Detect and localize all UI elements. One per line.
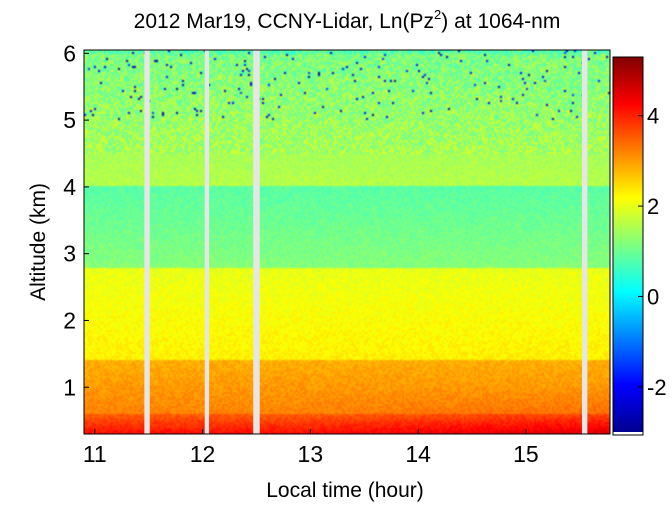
y-tick-label: 4	[63, 174, 76, 200]
colorbar-tick-label: -2	[647, 375, 667, 400]
y-axis-label: Altitude (km)	[27, 183, 50, 301]
plot-frame	[83, 49, 611, 435]
chart-title-prefix: 2012 Mar19, CCNY-Lidar, Ln(Pz	[134, 10, 434, 33]
colorbar: -2 0 2 4	[612, 56, 667, 436]
y-axis-ticks: 1 2 3 4 5 6	[63, 40, 89, 400]
data-gap	[581, 50, 588, 434]
y-tick-label: 5	[63, 107, 76, 133]
chart-title: 2012 Mar19, CCNY-Lidar, Ln(Pz2) at 1064-…	[134, 7, 561, 33]
data-gap	[253, 50, 260, 434]
chart-title-suffix: ) at 1064-nm	[441, 10, 560, 33]
chart-title-superscript: 2	[434, 7, 441, 22]
y-tick-label: 3	[63, 241, 76, 267]
colorbar-tick-label: 0	[647, 284, 659, 309]
x-tick-label: 11	[83, 441, 107, 467]
x-tick-label: 14	[405, 441, 431, 467]
colorbar-ticks: -2 0 2 4	[638, 104, 667, 400]
x-axis-label: Local time (hour)	[266, 479, 424, 502]
colorbar-frame	[612, 56, 644, 436]
y-tick-label: 1	[63, 374, 76, 400]
data-gaps	[144, 50, 588, 434]
y-tick-label: 2	[63, 307, 76, 333]
x-tick-label: 12	[190, 441, 216, 467]
x-tick-label: 15	[513, 441, 539, 467]
heatmap-image	[84, 50, 610, 434]
y-tick-label: 6	[63, 40, 76, 66]
data-gap	[144, 50, 150, 434]
colorbar-tick-label: 2	[647, 194, 659, 219]
data-gap	[204, 50, 210, 434]
colorbar-tick-label: 4	[647, 104, 659, 129]
x-tick-label: 13	[298, 441, 324, 467]
x-axis-ticks: 11 12 13 14 15	[83, 429, 539, 467]
colorbar-gradient	[613, 57, 643, 432]
